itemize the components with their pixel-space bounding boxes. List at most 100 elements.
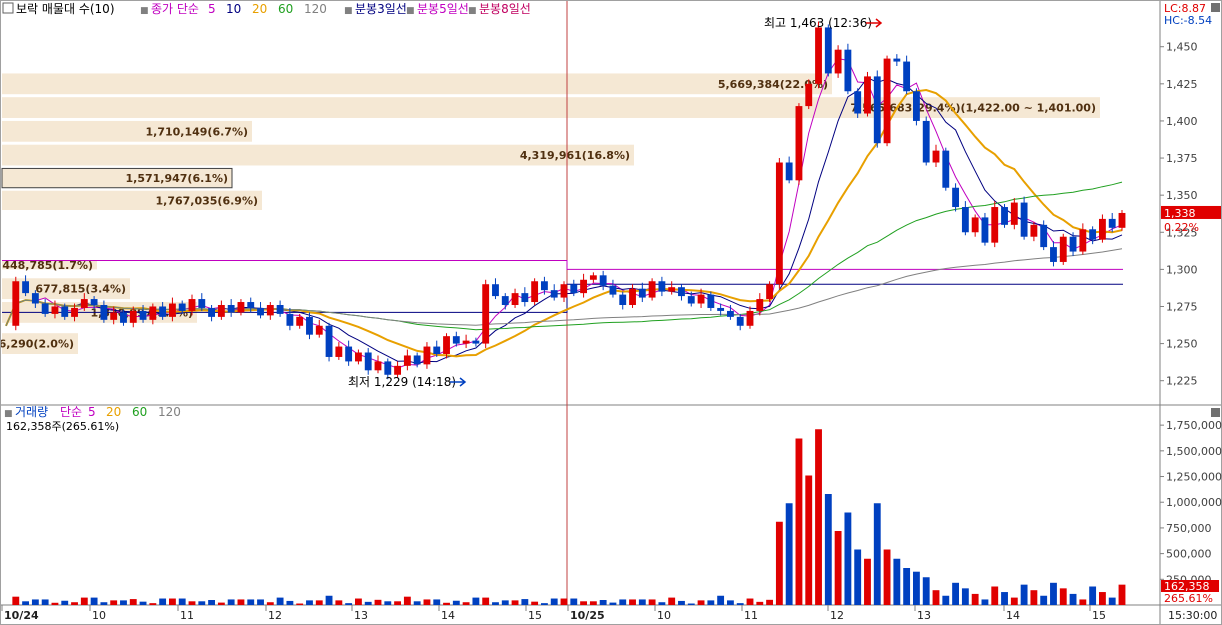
volume-bar bbox=[854, 549, 862, 605]
price-tick-label: 1,275 bbox=[1166, 300, 1198, 313]
time-tick-label: 10 bbox=[657, 609, 671, 622]
candle-body bbox=[609, 285, 617, 295]
volume-bar bbox=[394, 601, 402, 605]
volume-bar bbox=[452, 600, 460, 605]
candle-body bbox=[296, 316, 304, 326]
candle-body bbox=[71, 307, 78, 317]
lc-label: LC:8.87 bbox=[1164, 2, 1206, 15]
volume-bar bbox=[658, 602, 666, 605]
time-tick-label: 13 bbox=[917, 609, 931, 622]
profile-band bbox=[2, 144, 634, 166]
volume-bar bbox=[22, 601, 30, 605]
volume-bar bbox=[864, 558, 871, 605]
volume-bar bbox=[482, 597, 490, 605]
candle-body bbox=[1059, 236, 1067, 262]
volume-tick-label: 500,000 bbox=[1166, 548, 1212, 561]
profile-checkbox-label[interactable]: 보락 매물대 수(10) bbox=[16, 2, 115, 16]
volume-bar bbox=[335, 600, 343, 605]
volume-bar bbox=[589, 601, 597, 605]
volume-bar bbox=[736, 603, 744, 605]
candle-body bbox=[678, 287, 685, 297]
candle-body bbox=[12, 281, 20, 326]
current-volume-box bbox=[1161, 580, 1219, 592]
price-tick-label: 1,250 bbox=[1166, 338, 1198, 351]
candle-body bbox=[1089, 229, 1097, 240]
candle-body bbox=[521, 293, 529, 303]
candle-body bbox=[335, 346, 343, 357]
volume-bar bbox=[1108, 597, 1116, 605]
volume-bar bbox=[570, 598, 578, 605]
candle-body bbox=[403, 355, 411, 366]
time-tick-label: 12 bbox=[830, 609, 844, 622]
volume-bar bbox=[443, 602, 450, 605]
volume-bar bbox=[1050, 582, 1057, 605]
volume-bar bbox=[785, 503, 793, 605]
volume-bar bbox=[129, 599, 137, 605]
candle-body bbox=[325, 325, 333, 357]
time-tick-label: 10/25 bbox=[570, 609, 605, 622]
candle-body bbox=[981, 217, 989, 243]
volume-bar bbox=[237, 599, 245, 605]
ma-legend-square: ■ bbox=[140, 6, 149, 16]
ma-period-label: 60 bbox=[278, 2, 293, 16]
candle-body bbox=[100, 305, 108, 320]
volume-bar bbox=[462, 602, 470, 605]
candle-body bbox=[315, 325, 323, 335]
volume-bar bbox=[687, 603, 695, 605]
current-volume-ratio: 265.61% bbox=[1164, 592, 1213, 605]
volume-bar bbox=[1040, 595, 1048, 605]
candle-body bbox=[922, 120, 930, 163]
candle-body bbox=[795, 106, 803, 181]
volume-bar bbox=[795, 438, 803, 605]
candles bbox=[12, 21, 1126, 380]
volume-bar bbox=[629, 599, 636, 605]
profile-band bbox=[2, 73, 832, 95]
ma-period-label: 20 bbox=[252, 2, 267, 16]
volume-bar bbox=[227, 599, 235, 605]
candle-body bbox=[531, 281, 539, 303]
volume-bar bbox=[560, 598, 568, 605]
candle-body bbox=[22, 281, 30, 294]
volume-tick-label: 1,750,000 bbox=[1166, 419, 1222, 432]
volume-bar bbox=[1069, 593, 1077, 605]
profile-checkbox[interactable] bbox=[2, 2, 14, 14]
profile-band bbox=[2, 260, 97, 270]
volume-bar bbox=[1010, 597, 1018, 605]
candle-body bbox=[570, 284, 578, 294]
candle-body bbox=[580, 279, 588, 294]
volume-bar bbox=[217, 602, 225, 605]
volume-bar bbox=[492, 602, 499, 605]
candle-body bbox=[844, 49, 852, 92]
candle-body bbox=[433, 346, 441, 354]
time-tick-label: 14 bbox=[1006, 609, 1020, 622]
volume-bar bbox=[1030, 590, 1038, 605]
volume-bar bbox=[71, 602, 78, 605]
volume-bar bbox=[403, 596, 411, 605]
candle-body bbox=[423, 346, 431, 365]
time-tick-label: 12 bbox=[268, 609, 282, 622]
volume-bar bbox=[580, 601, 588, 605]
price-tick-label: 1,400 bbox=[1166, 115, 1198, 128]
high-arrow-icon bbox=[866, 18, 883, 28]
volume-ma-period: 120 bbox=[158, 405, 181, 419]
candle-body bbox=[364, 352, 372, 371]
candle-body bbox=[952, 187, 960, 208]
volume-bar bbox=[364, 601, 372, 605]
volume-bar bbox=[726, 600, 734, 605]
time-tick-label: 11 bbox=[744, 609, 758, 622]
candle-body bbox=[961, 207, 969, 233]
candle-body bbox=[707, 294, 715, 308]
ma-period-label: 120 bbox=[304, 2, 327, 16]
close-icon[interactable] bbox=[1211, 3, 1220, 12]
close-icon[interactable] bbox=[1211, 408, 1220, 417]
candle-body bbox=[1010, 202, 1018, 225]
time-tick-label: 10 bbox=[92, 609, 106, 622]
candle-body bbox=[1118, 212, 1126, 228]
volume-bar bbox=[198, 601, 206, 605]
volume-ma-period: 5 bbox=[88, 405, 96, 419]
volume-title: 거래량 bbox=[15, 405, 48, 419]
volume-bar bbox=[511, 600, 519, 605]
line-legend-label: 분봉3일선 bbox=[355, 2, 407, 16]
volume-bar bbox=[932, 590, 940, 605]
